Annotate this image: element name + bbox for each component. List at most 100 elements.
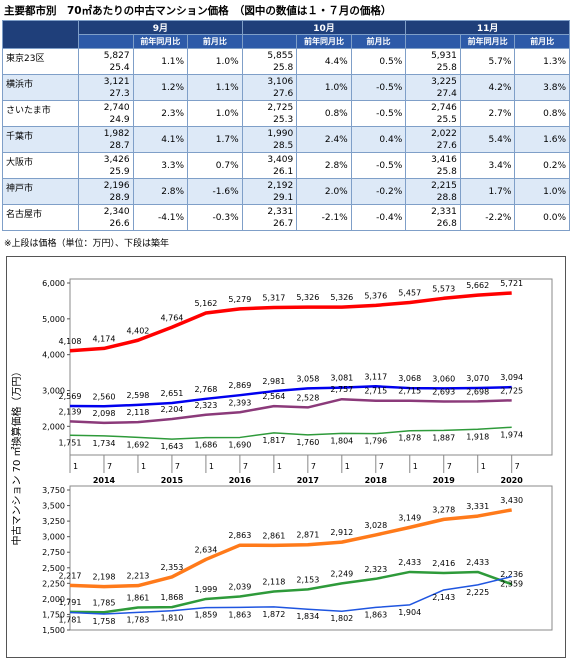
data-label: 1,974 <box>500 430 523 439</box>
month-header: 11月 <box>405 20 570 35</box>
data-label: 2,143 <box>432 593 455 602</box>
yoy: 3.3% <box>132 152 189 179</box>
data-label: 2,139 <box>59 407 82 416</box>
value-cell: 1,982 28.7 <box>78 126 134 153</box>
mom: 1.6% <box>514 126 570 153</box>
x-tick-label: 7 <box>379 462 384 471</box>
data-label: 1,686 <box>194 441 217 450</box>
yoy: -2.2% <box>459 204 516 231</box>
corner <box>2 20 79 49</box>
table-row: 東京23区 5,827 25.4 1.1% 1.0% 5,855 25.8 4.4% 0.5% 5… <box>2 48 570 75</box>
data-label: 2,869 <box>228 381 251 390</box>
city: さいたま市 <box>2 100 79 127</box>
price: 2,725 <box>267 102 294 113</box>
data-label: 5,721 <box>500 279 523 288</box>
data-label: 1,868 <box>160 593 183 602</box>
building-age: 25.9 <box>109 166 130 177</box>
data-label: 3,278 <box>432 505 455 514</box>
data-label: 1,861 <box>126 594 149 603</box>
value-cell: 3,121 27.3 <box>78 74 134 101</box>
y-tick-label: 5,000 <box>42 315 65 324</box>
y-tick-label: 1,500 <box>42 626 65 635</box>
mom: 1.7% <box>187 126 243 153</box>
table-row: 名古屋市 2,340 26.6 -4.1% -0.3% 2,331 26.7 -2.1% -0.… <box>2 204 570 231</box>
x-tick-label: 7 <box>107 462 112 471</box>
data-label: 1,692 <box>126 440 149 449</box>
data-label: 3,094 <box>500 373 523 382</box>
data-label: 4,402 <box>126 326 149 335</box>
price: 5,855 <box>267 50 294 61</box>
data-label: 4,764 <box>160 313 183 322</box>
building-age: 27.6 <box>436 140 457 151</box>
data-label: 2,249 <box>330 569 353 578</box>
value-cell: 3,416 25.8 <box>405 152 461 179</box>
mom: 0.8% <box>514 100 570 127</box>
data-label: 5,326 <box>296 293 319 302</box>
yoy: 1.2% <box>132 74 189 101</box>
data-label: 2,204 <box>160 405 183 414</box>
building-age: 26.6 <box>109 218 130 229</box>
building-age: 25.8 <box>273 62 294 73</box>
year-label: 2015 <box>161 476 184 485</box>
data-label: 3,070 <box>466 374 489 383</box>
data-label: 5,376 <box>364 291 387 300</box>
building-age: 25.8 <box>436 62 457 73</box>
building-age: 29.1 <box>273 192 294 203</box>
year-label: 2014 <box>93 476 116 485</box>
yoy: 5.4% <box>459 126 516 153</box>
data-label: 1,817 <box>262 436 285 445</box>
data-label: 2,569 <box>59 392 82 401</box>
table-row: 大阪市 3,426 25.9 3.3% 0.7% 3,409 26.1 2.8% -0.5% 3,… <box>2 152 570 179</box>
data-label: 2,393 <box>228 398 251 407</box>
data-label: 1,643 <box>160 442 183 451</box>
price: 3,416 <box>431 154 457 165</box>
data-label: 2,118 <box>262 578 285 587</box>
yoy: 2.4% <box>296 126 352 153</box>
subheader: 前年同月比 <box>132 34 189 49</box>
yoy: 2.8% <box>296 152 352 179</box>
yoy: 4.2% <box>459 74 516 101</box>
mom: 1.3% <box>514 48 570 75</box>
data-label: 1,863 <box>228 610 251 619</box>
data-label: 3,028 <box>364 521 387 530</box>
data-label: 2,871 <box>296 531 319 540</box>
data-label: 2,153 <box>296 575 319 584</box>
yoy: 2.3% <box>132 100 189 127</box>
data-label: 1,859 <box>194 611 217 620</box>
value-cell: 2,725 25.3 <box>241 100 298 127</box>
data-label: 2,912 <box>330 528 353 537</box>
price: 1,982 <box>103 128 130 139</box>
x-tick-label: 7 <box>515 462 520 471</box>
data-label: 2,634 <box>194 545 217 554</box>
city: 神戸市 <box>2 178 79 205</box>
mom: -0.5% <box>350 74 407 101</box>
price: 3,106 <box>267 76 294 87</box>
building-age: 26.1 <box>273 166 294 177</box>
building-age: 27.4 <box>436 88 457 99</box>
series-line <box>69 570 513 614</box>
data-label: 2,564 <box>262 392 285 401</box>
data-label: 2,323 <box>364 565 387 574</box>
y-tick-label: 3,750 <box>42 486 65 495</box>
data-label: 2,039 <box>228 582 251 591</box>
data-label: 1,918 <box>466 432 489 441</box>
value-cell: 3,426 25.9 <box>78 152 134 179</box>
price: 2,340 <box>103 206 130 217</box>
subheader: 前月比 <box>350 34 407 49</box>
year-label: 2017 <box>297 476 319 485</box>
data-label: 1,690 <box>228 440 251 449</box>
mom: 1.1% <box>187 74 243 101</box>
data-label: 2,981 <box>262 377 285 386</box>
city: 大阪市 <box>2 152 79 179</box>
table-row: 横浜市 3,121 27.3 1.2% 1.1% 3,106 27.6 1.0% -0.5% 3,… <box>2 74 570 101</box>
city: 名古屋市 <box>2 204 79 231</box>
data-label: 2,198 <box>93 573 116 582</box>
data-label: 2,715 <box>364 387 387 396</box>
price: 2,022 <box>431 128 457 139</box>
y-axis-label: 中古マンション 70 ㎡換算価格（万円） <box>10 366 23 545</box>
data-label: 1,791 <box>59 598 82 607</box>
data-label: 5,326 <box>330 293 353 302</box>
data-label: 2,323 <box>194 401 217 410</box>
data-label: 2,236 <box>500 570 523 579</box>
